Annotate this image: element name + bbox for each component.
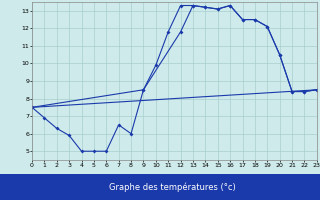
Text: Graphe des températures (°c): Graphe des températures (°c)	[109, 182, 236, 192]
